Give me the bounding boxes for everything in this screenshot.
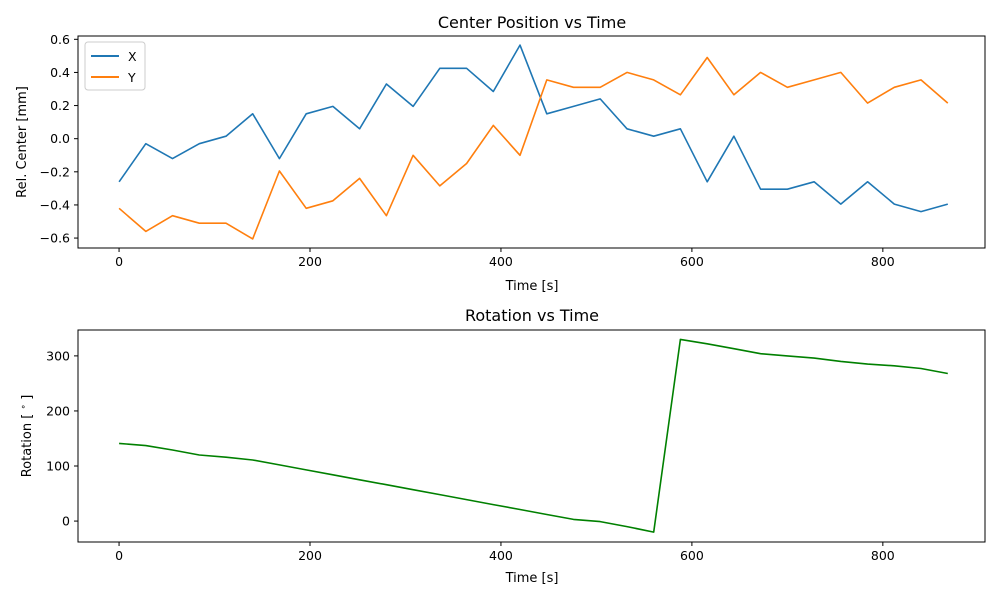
y-tick-label: 300 (46, 348, 70, 363)
x-axis-label: Time [s] (505, 279, 559, 294)
series-layer (119, 338, 948, 533)
y-tick-label: 0.6 (50, 32, 70, 47)
y-tick-label: −0.4 (40, 197, 70, 212)
x-tick-label: 0 (115, 254, 123, 269)
y-tick-label: 0 (62, 514, 70, 529)
x-tick-label: 600 (680, 254, 704, 269)
plot-frame (77, 329, 986, 543)
y-axis-label: Rotation [ ∘ ] (19, 395, 35, 478)
series-layer (118, 44, 949, 240)
series-y-line (118, 56, 949, 240)
chart-title: Rotation vs Time (465, 306, 599, 325)
x-tick-label: 400 (489, 548, 513, 563)
x-axis-label: Time [s] (505, 571, 559, 586)
x-tick-label: 800 (871, 548, 895, 563)
y-tick-label: 200 (46, 403, 70, 418)
x-tick-label: 800 (871, 254, 895, 269)
x-tick-label: 400 (489, 254, 513, 269)
x-tick-label: 600 (680, 548, 704, 563)
x-tick-label: 200 (298, 254, 322, 269)
y-tick-label: 0.2 (50, 98, 70, 113)
legend: X Y (84, 41, 146, 91)
y-axis-label: Rel. Center [mm] (15, 86, 30, 198)
x-tick-label: 200 (298, 548, 322, 563)
y-tick-label: −0.2 (40, 164, 70, 179)
legend-label-y: Y (127, 70, 136, 85)
series-x-line (118, 44, 949, 213)
rotation-chart: Rotation vs Time 0 200 400 600 800 0 100 200 300… (19, 306, 986, 586)
x-tick-label: 0 (115, 548, 123, 563)
y-tick-label: 100 (46, 459, 70, 474)
center-position-chart: Center Position vs Time 0 200 400 600 800 −0.… (15, 13, 986, 294)
y-tick-label: 0.4 (50, 65, 70, 80)
ticks-layer: 0 200 400 600 800 −0.6 −0.4 −0.2 0.0 0.2 0.4 0.6 (40, 32, 895, 269)
chart-title: Center Position vs Time (438, 13, 626, 32)
ticks-layer: 0 200 400 600 800 0 100 200 300 (46, 348, 895, 563)
y-tick-label: 0.0 (50, 131, 70, 146)
plot-frame (77, 35, 986, 249)
legend-label-x: X (128, 49, 137, 64)
y-tick-label: −0.6 (40, 231, 70, 246)
series-line-0 (119, 338, 948, 533)
